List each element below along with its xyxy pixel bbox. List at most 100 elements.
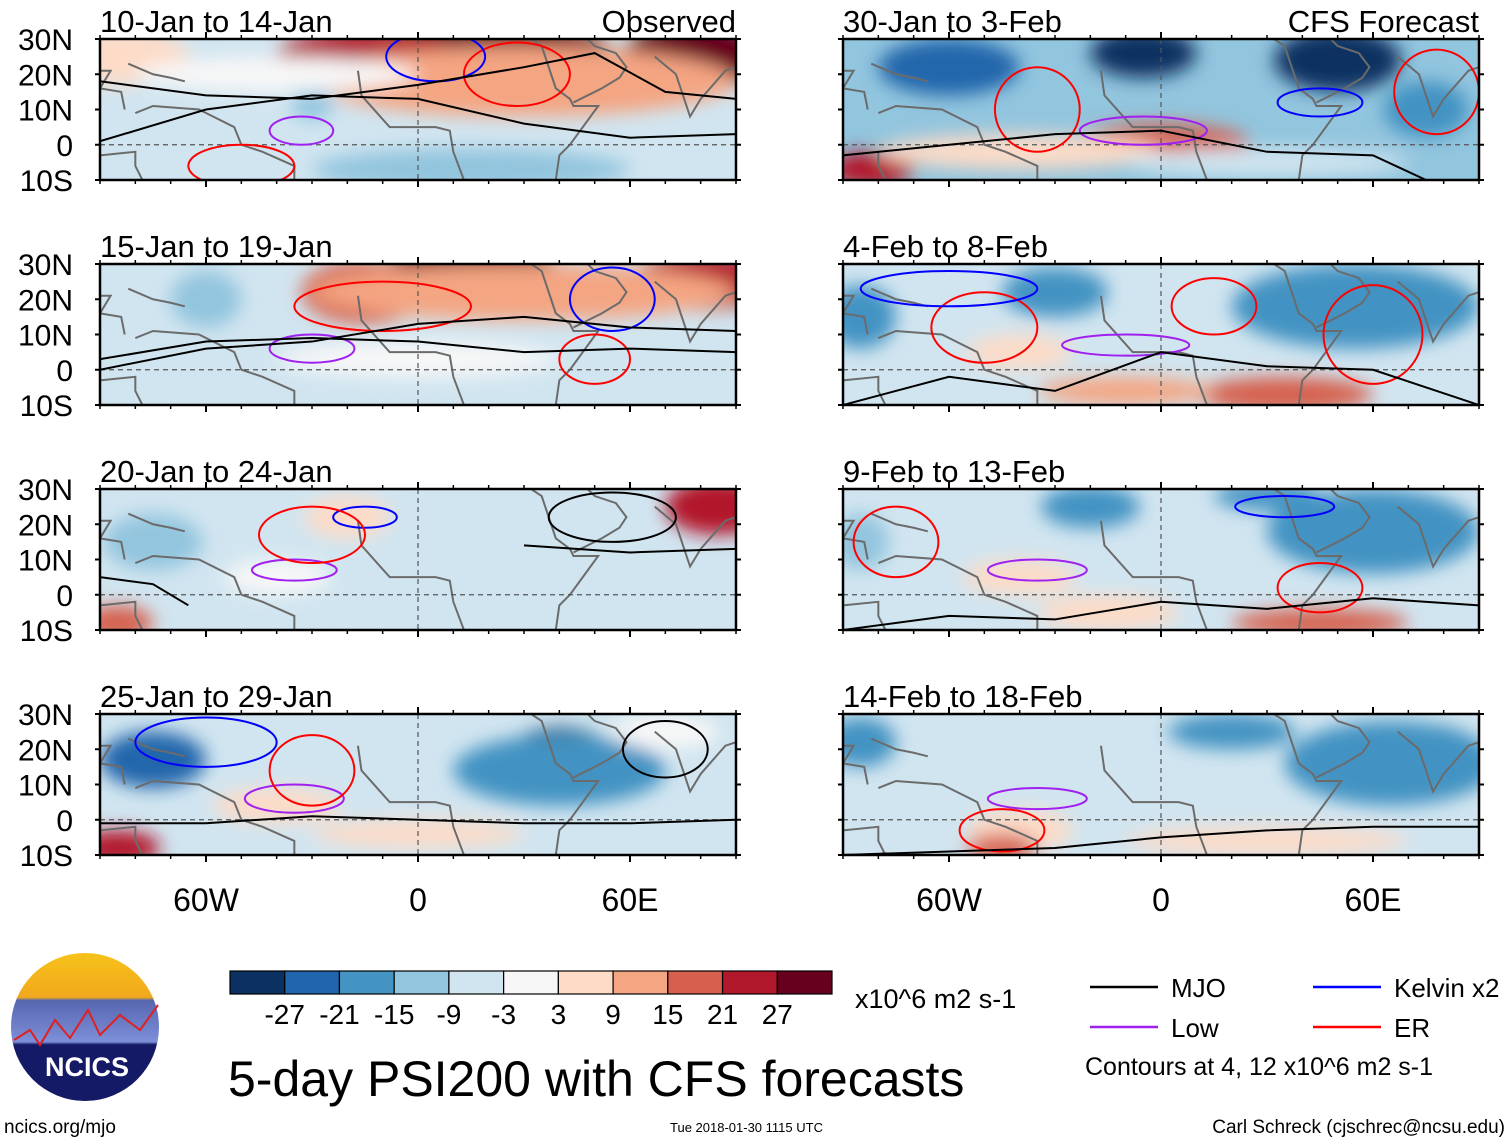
anomaly-blob <box>276 341 560 377</box>
anomaly-blob <box>963 559 1077 595</box>
coastline <box>1099 745 1208 855</box>
contour-er <box>258 505 366 565</box>
panel-title: 20-Jan to 24-Jan <box>100 454 333 489</box>
coastline <box>877 554 1039 630</box>
panel-title: 14-Feb to 18-Feb <box>843 679 1083 714</box>
contour-er <box>1322 284 1424 385</box>
colorbar-label: -15 <box>374 999 414 1030</box>
contour-er <box>268 734 356 807</box>
lat-label: 0 <box>56 805 73 838</box>
anomaly-blob <box>1037 594 1179 630</box>
coastline <box>1273 264 1344 405</box>
contour-kelvin <box>568 266 656 332</box>
footer-url[interactable]: ncics.org/mjo <box>4 1117 116 1138</box>
contour-kelvin <box>1276 87 1364 118</box>
lat-label: 10S <box>20 840 73 873</box>
contour-mjo <box>100 94 736 143</box>
anomaly-blob <box>1040 489 1140 528</box>
coastline <box>1397 55 1479 119</box>
contour-low <box>250 558 338 582</box>
coastline <box>100 519 126 560</box>
coastline <box>1099 70 1208 180</box>
coastline <box>134 554 296 630</box>
anomaly-blob <box>1002 267 1108 317</box>
coastline <box>1273 489 1344 630</box>
anomaly-blob <box>100 605 153 630</box>
lat-label: 30N <box>18 474 73 507</box>
anomaly-blob <box>878 39 1020 96</box>
legend: MJO Kelvin x2 Low ER <box>1090 973 1500 1043</box>
contour-low <box>986 558 1088 582</box>
anomaly-blob <box>1214 489 1320 511</box>
lat-label: 0 <box>56 355 73 388</box>
colorbar-swatch <box>667 970 724 995</box>
coastline <box>1099 520 1208 630</box>
coastline <box>870 512 929 533</box>
map-panel: 4-Feb to 8-Feb <box>838 229 1484 412</box>
anomaly-blob <box>1284 721 1479 806</box>
anomaly-blob <box>1168 714 1296 750</box>
coastline <box>134 779 296 855</box>
panel-title: 25-Jan to 29-Jan <box>100 679 333 714</box>
coastline <box>573 39 628 104</box>
coastline <box>1099 295 1208 405</box>
coastline <box>870 62 929 83</box>
contour-er <box>958 808 1046 853</box>
lat-label: 10S <box>20 615 73 648</box>
panel-title: 9-Feb to 13-Feb <box>843 454 1065 489</box>
coastline <box>100 600 144 630</box>
coastline <box>134 104 296 180</box>
contour-kelvin <box>1234 495 1336 519</box>
legend-label: Kelvin x2 <box>1394 973 1500 1003</box>
colorbar-label: -9 <box>436 999 461 1030</box>
coastline <box>654 280 736 344</box>
lat-label: 0 <box>56 580 73 613</box>
contour-low <box>1078 115 1208 146</box>
colorbar-swatch <box>612 970 669 995</box>
colorbar-label: 27 <box>762 999 793 1030</box>
coastline <box>127 287 186 308</box>
coastline <box>843 825 887 855</box>
colorbar-swatch <box>284 970 341 995</box>
anomaly-blob <box>290 84 334 121</box>
coastline <box>1316 489 1371 554</box>
colorbar-label: -3 <box>491 999 516 1030</box>
contour-low <box>268 333 356 364</box>
contour-er <box>187 143 296 180</box>
lat-label: 30N <box>18 249 73 282</box>
coastline <box>100 69 126 110</box>
anomaly-blob <box>100 731 206 789</box>
coastline <box>573 489 628 554</box>
colorbar-swatch <box>338 970 395 995</box>
contour-mjo <box>100 815 736 825</box>
coastline <box>127 62 186 83</box>
anomaly-blob <box>312 264 736 321</box>
contour-mjo <box>843 597 1479 630</box>
contour-er <box>852 505 940 579</box>
coastline <box>100 150 144 180</box>
coastline <box>127 512 186 533</box>
colorbar-swatch <box>721 970 778 995</box>
anomaly-blob <box>312 148 630 180</box>
map-panel: 9-Feb to 13-Feb <box>838 454 1484 637</box>
lat-label: 20N <box>18 59 73 92</box>
coastline <box>877 104 1039 180</box>
anomaly-blob <box>135 56 419 92</box>
coastline <box>100 744 126 785</box>
panel-title: 10-Jan to 14-Jan <box>100 4 333 39</box>
colorbar-swatch <box>776 970 833 995</box>
anomaly-blob <box>612 714 719 750</box>
anomaly-blob <box>170 271 242 328</box>
coastline <box>870 737 929 758</box>
coastline <box>843 69 869 110</box>
colorbar-swatch <box>448 970 505 995</box>
coastline <box>1316 714 1371 779</box>
map-panel: 30-Jan to 3-Feb CFS Forecast <box>838 4 1484 187</box>
anomaly-blob <box>1125 148 1409 177</box>
legend-label: Low <box>1171 1013 1219 1043</box>
coastline <box>356 745 465 855</box>
map-panel: 14-Feb to 18-Feb 60W 0 60E <box>838 679 1484 918</box>
panel-source-label: Observed <box>602 4 736 39</box>
anomaly-blob <box>1090 39 1197 78</box>
